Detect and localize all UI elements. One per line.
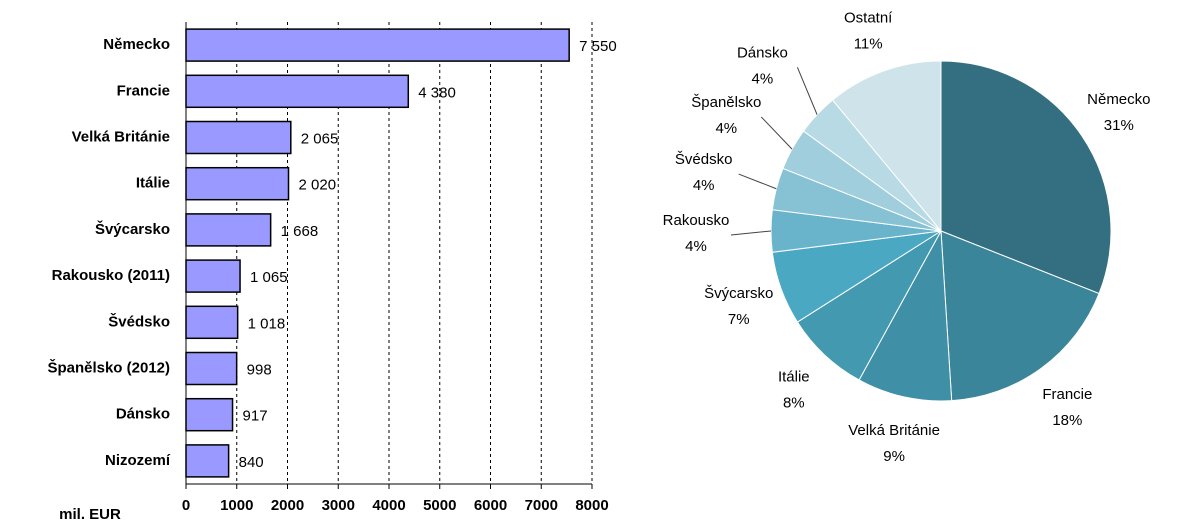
slice-label: Francie bbox=[1042, 386, 1092, 403]
x-tick-label: 7000 bbox=[525, 497, 558, 514]
y-tick-label: Španělsko (2012) bbox=[47, 358, 170, 376]
x-tick-label: 5000 bbox=[423, 497, 456, 514]
leader-line bbox=[760, 116, 793, 150]
slice-label: Rakousko bbox=[663, 212, 730, 229]
slice-value-label: 8% bbox=[783, 395, 805, 412]
value-label: 998 bbox=[247, 361, 272, 378]
value-label: 2 020 bbox=[299, 177, 337, 194]
slice-label: Ostatní bbox=[844, 10, 893, 27]
slice-value-label: 18% bbox=[1052, 412, 1082, 429]
y-tick-label: Nizozemí bbox=[105, 452, 171, 469]
slice-label: Švédsko bbox=[675, 151, 733, 168]
bar bbox=[185, 213, 272, 247]
bar bbox=[185, 74, 410, 109]
slice-value-label: 4% bbox=[752, 70, 774, 87]
x-tick-label: 6000 bbox=[474, 497, 507, 514]
x-tick-label: 3000 bbox=[322, 497, 355, 514]
value-label: 840 bbox=[239, 454, 264, 471]
bar bbox=[185, 397, 234, 432]
y-tick-label: Švýcarsko bbox=[95, 220, 170, 238]
bar bbox=[185, 351, 238, 386]
slice-label: Velká Británie bbox=[848, 422, 940, 439]
y-tick-label: Velká Británie bbox=[72, 128, 170, 145]
slice-value-label: 4% bbox=[693, 177, 715, 194]
y-tick-label: Švédsko bbox=[108, 312, 170, 330]
leader-line bbox=[730, 230, 772, 236]
slice-value-label: 7% bbox=[728, 311, 750, 328]
value-label: 1 018 bbox=[248, 315, 286, 332]
slice-value-label: 4% bbox=[685, 238, 707, 255]
pie-slice bbox=[831, 60, 942, 233]
slice-value-label: 9% bbox=[883, 448, 905, 465]
bar bbox=[185, 305, 239, 340]
bar bbox=[185, 120, 292, 155]
x-tick-label: 1000 bbox=[220, 497, 253, 514]
value-label: 1 668 bbox=[281, 223, 319, 240]
y-tick-label: Francie bbox=[117, 82, 170, 99]
x-tick-label: 8000 bbox=[575, 497, 608, 514]
y-tick-label: Rakousko (2011) bbox=[52, 267, 170, 284]
bar bbox=[185, 28, 570, 62]
bar bbox=[185, 166, 290, 201]
pie-slice bbox=[858, 229, 953, 402]
leader-line bbox=[796, 67, 818, 115]
x-tick-label: 4000 bbox=[372, 497, 405, 514]
slice-value-label: 31% bbox=[1104, 117, 1134, 134]
bar bbox=[185, 259, 241, 293]
value-label: 1 065 bbox=[250, 269, 288, 286]
y-tick-label: Německo bbox=[103, 36, 170, 53]
slice-value-label: 4% bbox=[715, 120, 737, 137]
slice-label: Švýcarsko bbox=[704, 285, 773, 302]
slice-label: Itálie bbox=[778, 369, 810, 386]
value-label: 7 550 bbox=[579, 38, 617, 55]
value-label: 4 380 bbox=[418, 84, 456, 101]
x-tick-label: 0 bbox=[182, 497, 190, 514]
y-tick-label: Itálie bbox=[136, 175, 170, 192]
slice-label: Španělsko bbox=[691, 94, 761, 111]
y-tick-label: Dánsko bbox=[116, 406, 170, 423]
x-axis-label: mil. EUR bbox=[59, 506, 121, 520]
leader-line bbox=[738, 173, 777, 190]
pie-slice bbox=[940, 230, 1100, 402]
slice-label: Dánsko bbox=[737, 44, 788, 61]
bar bbox=[185, 444, 230, 478]
slice-label: Německo bbox=[1087, 91, 1150, 108]
value-label: 2 065 bbox=[301, 130, 339, 147]
slice-value-label: 11% bbox=[854, 36, 883, 53]
pie-slice bbox=[940, 60, 1112, 295]
x-tick-label: 2000 bbox=[271, 497, 304, 514]
value-label: 917 bbox=[243, 408, 268, 425]
